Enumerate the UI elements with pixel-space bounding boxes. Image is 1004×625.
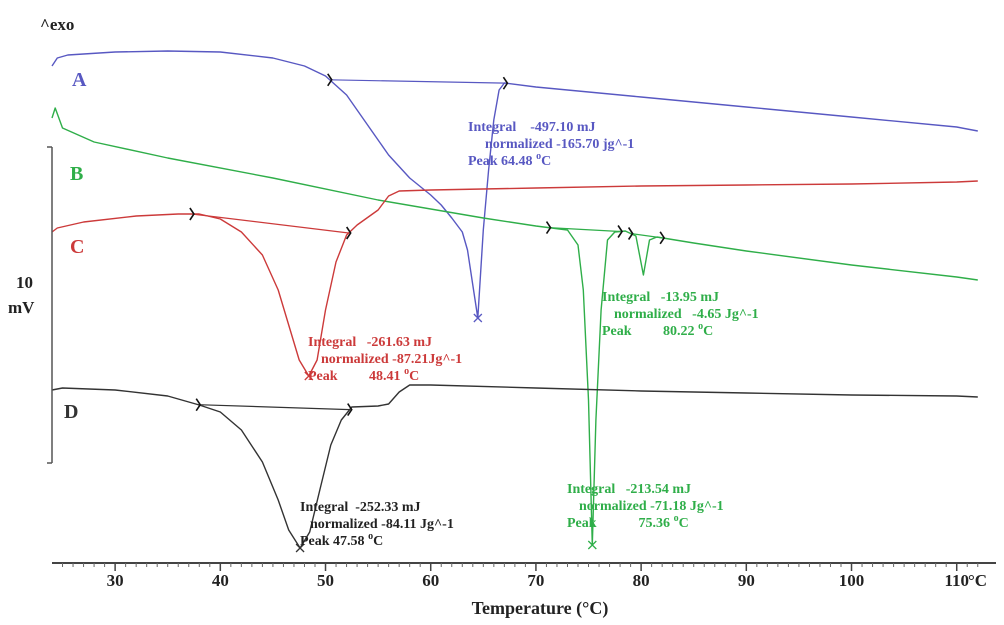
annotation-a-peak: Peak 64.48 oC: [468, 151, 551, 169]
series-b-peak-marker: [587, 540, 597, 550]
series-a-boundary-marker-1: [502, 76, 509, 90]
x-tick-label-60: 60: [422, 571, 439, 590]
series-a-line: [51, 50, 978, 319]
annotation-a-peak-value: Peak 64.48: [468, 154, 536, 169]
annotation-d-degree: o: [368, 531, 373, 542]
series-b-line: [51, 107, 978, 546]
annotation-d-peak: Peak 47.58 oC: [300, 531, 383, 549]
annotation-c-peak-value: Peak 48.41: [308, 369, 404, 384]
series-d-boundary-marker-1: [347, 403, 353, 417]
series-d-peak-marker: [295, 543, 305, 553]
series-a-boundary-marker-0: [327, 73, 333, 87]
annotation-b1-peak: Peak 75.36 oC: [567, 513, 689, 531]
series-b-boundary-marker-3: [659, 231, 666, 245]
annotation-b1-degree: o: [674, 513, 679, 524]
annotation-a-peak-unit: C: [541, 154, 551, 169]
x-tick-label-30: 30: [107, 571, 124, 590]
x-tick-label-90: 90: [738, 571, 755, 590]
series-label-a: A: [72, 69, 87, 91]
annotation-c: Integral -261.63 mJ normalized -87.21Jg^…: [308, 335, 462, 384]
series-c-baseline-0: [191, 213, 349, 234]
x-tick-label-70: 70: [527, 571, 544, 590]
series-b-boundary-marker-0: [545, 221, 552, 235]
annotation-b2-integral: Integral -13.95 mJ: [602, 290, 719, 305]
annotation-b2-peak-value: Peak 80.22: [602, 324, 698, 339]
scale-bar: 10 mV: [8, 146, 53, 464]
annotation-b2-normalized: normalized -4.65 Jg^-1: [614, 307, 759, 322]
annotation-b1-peak-value: Peak 75.36: [567, 516, 674, 531]
annotation-b1-normalized: normalized -71.18 Jg^-1: [579, 499, 724, 514]
exo-label: ^exo: [40, 15, 74, 34]
series-b-boundary-marker-1: [617, 225, 624, 238]
scale-bar-value: 10: [16, 273, 33, 292]
series-c-boundary-marker-0: [189, 207, 195, 221]
annotation-b2-peak: Peak 80.22 oC: [602, 321, 713, 339]
series-a-peak-marker: [473, 313, 483, 323]
annotation-d-normalized: normalized -84.11 Jg^-1: [310, 517, 454, 532]
annotation-b-small: Integral -13.95 mJ normalized -4.65 Jg^-…: [602, 290, 759, 339]
annotation-b2-peak-unit: C: [703, 324, 713, 339]
annotation-a: Integral -497.10 mJ normalized -165.70 j…: [468, 120, 634, 169]
annotation-c-peak: Peak 48.41 oC: [308, 366, 419, 384]
scale-bar-unit: mV: [8, 298, 35, 317]
series-d-baseline-0: [198, 404, 350, 411]
series-b-baseline-0: [548, 227, 621, 233]
x-tick-label-40: 40: [212, 571, 229, 590]
annotation-d-peak-unit: C: [373, 534, 383, 549]
x-tick-label-100: 100: [839, 571, 865, 590]
annotation-d-peak-value: Peak 47.58: [300, 534, 368, 549]
series-b-boundary-marker-2: [627, 227, 634, 240]
x-tick-label-110: 110: [944, 571, 969, 590]
annotation-c-peak-unit: C: [409, 369, 419, 384]
annotation-d-integral: Integral -252.33 mJ: [300, 500, 421, 515]
annotation-c-normalized: normalized -87.21Jg^-1: [321, 352, 462, 367]
series-c-peak-marker: [304, 371, 314, 381]
annotation-b2-degree: o: [698, 321, 703, 332]
series-label-d: D: [64, 401, 78, 423]
series-d-boundary-marker-0: [195, 398, 202, 412]
annotation-b1-peak-unit: C: [679, 516, 689, 531]
x-tick-label-80: 80: [633, 571, 650, 590]
annotation-a-integral: Integral -497.10 mJ: [468, 120, 596, 135]
annotation-d: Integral -252.33 mJ normalized -84.11 Jg…: [300, 500, 454, 549]
x-axis-label: Temperature (°C): [472, 598, 609, 619]
annotation-a-degree: o: [536, 151, 541, 162]
annotation-c-integral: Integral -261.63 mJ: [308, 335, 432, 350]
x-tick-label-50: 50: [317, 571, 334, 590]
series-label-b: B: [70, 163, 83, 185]
annotation-a-normalized: normalized -165.70 jg^-1: [485, 137, 634, 152]
series-c-boundary-marker-1: [345, 226, 352, 240]
series-d-line: [51, 384, 978, 549]
series-a-baseline-0: [329, 79, 506, 84]
annotation-c-degree: o: [404, 366, 409, 377]
x-axis-unit: °C: [968, 571, 987, 590]
series-label-c: C: [70, 236, 84, 258]
annotation-b-large: Integral -213.54 mJ normalized -71.18 Jg…: [567, 482, 724, 531]
annotation-b1-integral: Integral -213.54 mJ: [567, 482, 691, 497]
series-c-line: [51, 180, 978, 377]
